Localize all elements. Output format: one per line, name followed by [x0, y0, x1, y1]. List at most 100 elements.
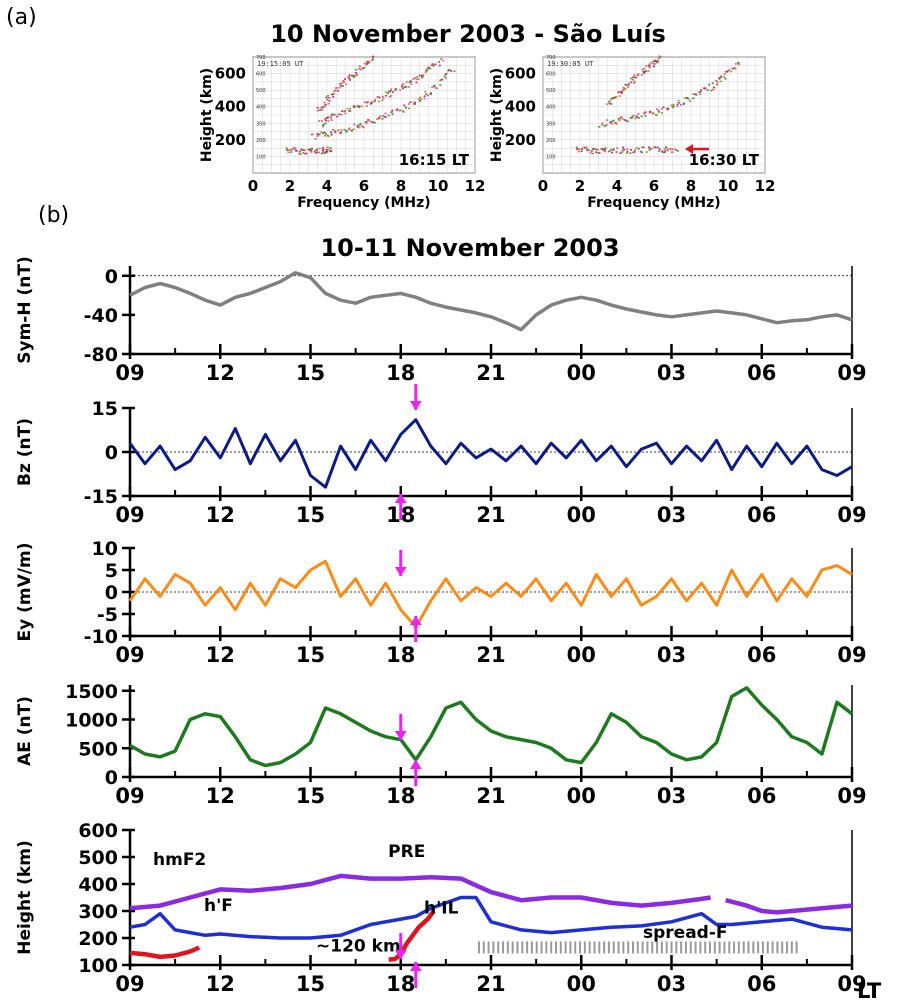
ionogram-echo-point	[321, 150, 324, 153]
ionogram-echo-point	[308, 148, 311, 151]
ionogram-echo-point	[292, 147, 295, 149]
ionogram-echo-point	[409, 101, 412, 103]
ionogram-echo-point	[304, 149, 307, 152]
ionogram-echo-point	[342, 80, 345, 82]
ionogram-echo-point	[419, 96, 422, 99]
ionogram-echo-point	[633, 151, 636, 153]
ionogram-small-tick: 500	[546, 88, 556, 94]
ionogram-echo-point	[695, 94, 698, 96]
y-axis-label: Bz (nT)	[15, 418, 35, 486]
ionogram-echo-point	[643, 72, 646, 75]
ionogram-echo-point	[286, 149, 289, 151]
ionogram-echo-point	[627, 86, 630, 88]
ionogram-echo-point	[649, 64, 652, 67]
panel-a-label: (a)	[6, 5, 37, 30]
y-axis-label: Ey (mV/m)	[15, 543, 35, 642]
ionogram-echo-point	[663, 148, 666, 150]
ionogram-echo-point	[391, 109, 394, 112]
ionogram-echo-point	[391, 91, 394, 93]
ionogram-x-tick-label: 2	[575, 177, 585, 195]
ionogram-echo-point	[692, 93, 695, 95]
ionogram-echo-point	[657, 111, 660, 113]
ionogram-echo-point	[417, 98, 420, 100]
ionogram-echo-point	[344, 112, 347, 115]
ionogram-echo-point	[708, 83, 711, 86]
ionogram-echo-point	[426, 67, 429, 70]
ionogram-echo-point	[651, 147, 654, 150]
ionogram-echo-point	[720, 75, 723, 78]
ionogram-echo-point	[404, 106, 407, 109]
ionogram-echo-point	[331, 93, 334, 96]
ionogram-echo-point	[304, 152, 307, 155]
x-tick-label: 00	[567, 361, 596, 385]
ionogram-small-tick: 600	[256, 72, 266, 78]
ionogram-echo-point	[654, 146, 657, 149]
ae-arrow-bottom-head	[409, 760, 422, 769]
ionogram-echo-point	[637, 73, 640, 76]
ionogram-echo-point	[642, 70, 645, 73]
ionogram-echo-point	[322, 106, 325, 109]
ionogram-echo-point	[414, 103, 417, 105]
ionogram-echo-point	[611, 122, 614, 125]
ionogram-echo-point	[661, 150, 664, 153]
ionogram-echo-point	[408, 103, 411, 105]
ionogram-echo-point	[319, 109, 322, 111]
y-tick-label: 100	[78, 955, 118, 977]
ionogram-echo-point	[323, 101, 326, 104]
ionogram-echo-point	[334, 131, 337, 133]
ionogram-echo-point	[303, 149, 306, 152]
ionogram-time-label: 16:30 LT	[689, 151, 760, 169]
ionogram-echo-point	[615, 96, 618, 98]
x-tick-label: 21	[476, 972, 505, 996]
ionogram-echo-point	[368, 120, 371, 122]
ionogram-echo-point	[649, 148, 652, 150]
ionogram-echo-point	[349, 107, 352, 110]
ionogram-echo-point	[355, 72, 358, 74]
bz-arrow-bottom-head	[394, 494, 407, 503]
ionogram-echo-point	[381, 118, 384, 120]
ionogram-small-tick: 300	[546, 121, 556, 127]
ionogram-echo-point	[298, 153, 301, 155]
ionogram-echo-point	[316, 135, 319, 137]
ionogram-echo-point	[418, 74, 421, 77]
ionogram-trace	[606, 55, 662, 105]
x-tick-label: 18	[386, 361, 415, 385]
pre-label: PRE	[388, 842, 425, 862]
ionogram-x-tick-label: 2	[285, 177, 295, 195]
ionogram-echo-point	[596, 148, 599, 151]
ionogram-echo-point	[666, 147, 669, 150]
ionogram-echo-point	[374, 98, 377, 101]
x-tick-label: 12	[206, 972, 235, 996]
ionogram-echo-point	[619, 152, 622, 154]
ionogram-echo-point	[324, 105, 327, 108]
ionogram-echo-point	[290, 148, 293, 151]
ionogram-echo-point	[635, 115, 638, 117]
ionogram-echo-point	[453, 70, 456, 72]
ionogram-echo-point	[712, 86, 715, 89]
ionogram-echo-point	[346, 107, 349, 110]
ionogram-echo-point	[402, 87, 405, 90]
ionogram-echo-point	[594, 148, 597, 150]
ionogram-echo-point	[338, 82, 341, 85]
ionogram-echo-point	[671, 151, 674, 153]
ionogram-echo-point	[624, 87, 627, 90]
ionogram-echo-point	[672, 148, 675, 151]
ionogram-echo-point	[617, 91, 620, 93]
x-tick-label: 09	[837, 643, 866, 667]
ionogram-echo-point	[363, 101, 366, 103]
ey-arrow-bottom-head	[409, 616, 422, 625]
ionogram-echo-point	[612, 148, 615, 150]
ionogram-echo-point	[390, 95, 393, 97]
x-tick-label: 03	[657, 361, 686, 385]
ionogram-echo-point	[656, 61, 659, 63]
ionogram-echo-point	[390, 88, 393, 91]
ionogram-echo-point	[317, 151, 320, 154]
ionogram-echo-point	[676, 103, 679, 106]
ionogram-echo-point	[381, 99, 384, 102]
ionogram-echo-point	[660, 112, 663, 114]
ionogram-echo-point	[621, 118, 624, 120]
ionogram-echo-point	[716, 81, 719, 83]
y-axis-label: Sym-H (nT)	[15, 256, 35, 363]
